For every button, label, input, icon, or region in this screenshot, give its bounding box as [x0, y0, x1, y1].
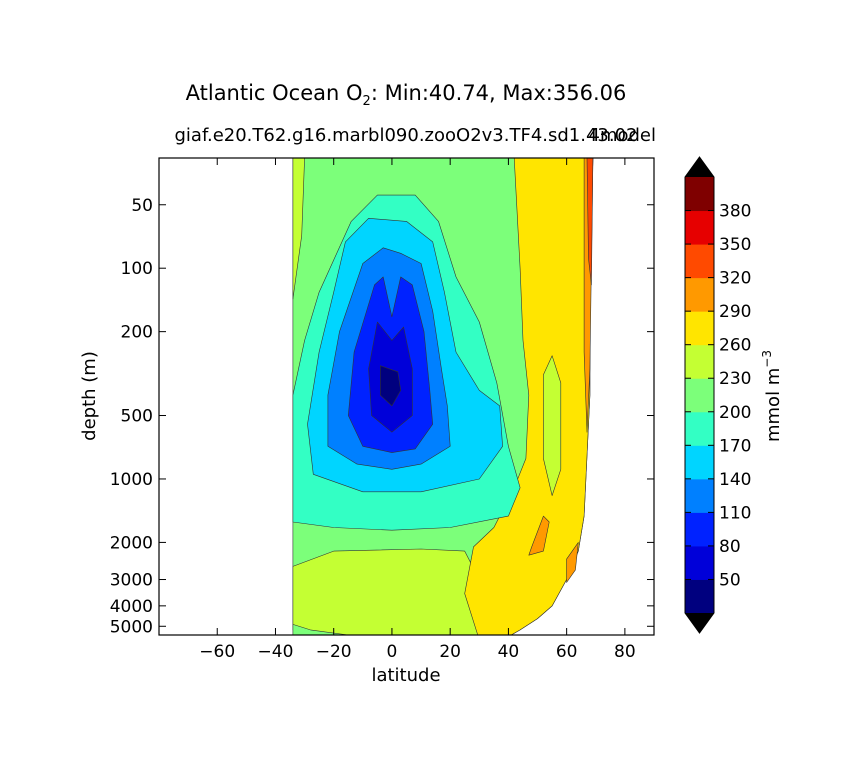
chart-title: Atlantic Ocean O2: Min:40.74, Max:356.06	[186, 81, 627, 109]
colorbar-swatch	[685, 445, 714, 480]
colorbar-tick-label: 140	[719, 470, 751, 490]
colorbar-swatch	[685, 579, 714, 614]
colorbar-swatch	[685, 545, 714, 580]
colorbar-tick-label: 80	[719, 537, 741, 557]
x-tick-label: 80	[614, 642, 636, 662]
colorbar-tick-label: 380	[719, 202, 751, 222]
colorbar-tick-label: 170	[719, 436, 751, 456]
chart-subtitle-right: 4model	[589, 125, 657, 146]
colorbar-tick-label: 230	[719, 369, 751, 389]
y-tick-label: 3000	[110, 571, 153, 591]
colorbar-swatch	[685, 478, 714, 513]
y-tick-label: 50	[131, 196, 153, 216]
colorbar: 50 80 110 140 170 200 230 260 290 320 350 380	[684, 156, 751, 634]
colorbar-tick-label: 200	[719, 403, 751, 423]
contour-band-1	[292, 548, 485, 635]
y-tick-label: 100	[121, 259, 153, 279]
colorbar-tick-label: 320	[719, 269, 751, 289]
colorbar-tick-label: 260	[719, 336, 751, 356]
colorbar-tick-label: 50	[719, 570, 741, 590]
colorbar-swatch	[685, 411, 714, 446]
contour-band-8	[566, 542, 579, 583]
x-tick-label: −20	[316, 642, 352, 662]
x-tick-label: 20	[439, 642, 461, 662]
contour-band-4	[543, 355, 562, 496]
colorbar-tick-label: 110	[719, 503, 751, 523]
colorbar-extend-min	[685, 613, 714, 633]
contour-band-0	[292, 158, 305, 300]
y-tick-label: 2000	[110, 533, 153, 553]
colorbar-extend-max	[685, 157, 714, 177]
plot-frame	[158, 157, 655, 636]
colorbar-swatch	[685, 378, 714, 413]
colorbar-swatch	[685, 311, 714, 346]
y-tick-label: 200	[121, 323, 153, 343]
colorbar-swatch	[685, 512, 714, 547]
colorbar-swatch	[685, 344, 714, 379]
x-tick-label: 40	[498, 642, 520, 662]
y-tick-label: 500	[121, 407, 153, 427]
y-tick-label: 4000	[110, 597, 153, 617]
x-axis: −60 −40 −20 0 20 40 60 80	[199, 158, 636, 662]
colorbar-label: mmol m−3	[760, 350, 784, 442]
x-tick-label: −40	[258, 642, 294, 662]
chart-subtitle: giaf.e20.T62.g16.marbl090.zooO2v3.TF4.sd…	[175, 125, 638, 146]
colorbar-outline	[684, 156, 715, 634]
contour-band-14	[379, 365, 402, 407]
x-axis-label: latitude	[371, 665, 440, 686]
contour-fields	[292, 158, 594, 635]
colorbar-swatch	[685, 277, 714, 312]
y-axis-label: depth (m)	[79, 351, 100, 441]
y-tick-label: 5000	[110, 617, 153, 637]
contour-band-7	[586, 158, 594, 286]
contour-band-3	[464, 158, 594, 635]
x-tick-label: −60	[199, 642, 235, 662]
contour-band-2	[292, 624, 349, 635]
contour-band-5	[528, 515, 550, 556]
colorbar-swatch	[685, 244, 714, 279]
colorbar-tick-label: 290	[719, 302, 751, 322]
colorbar-swatch	[685, 177, 714, 212]
y-tick-label: 1000	[110, 470, 153, 490]
colorbar-tick-label: 350	[719, 235, 751, 255]
colorbar-swatch	[685, 210, 714, 245]
x-tick-label: 60	[556, 642, 578, 662]
x-tick-label: 0	[387, 642, 398, 662]
